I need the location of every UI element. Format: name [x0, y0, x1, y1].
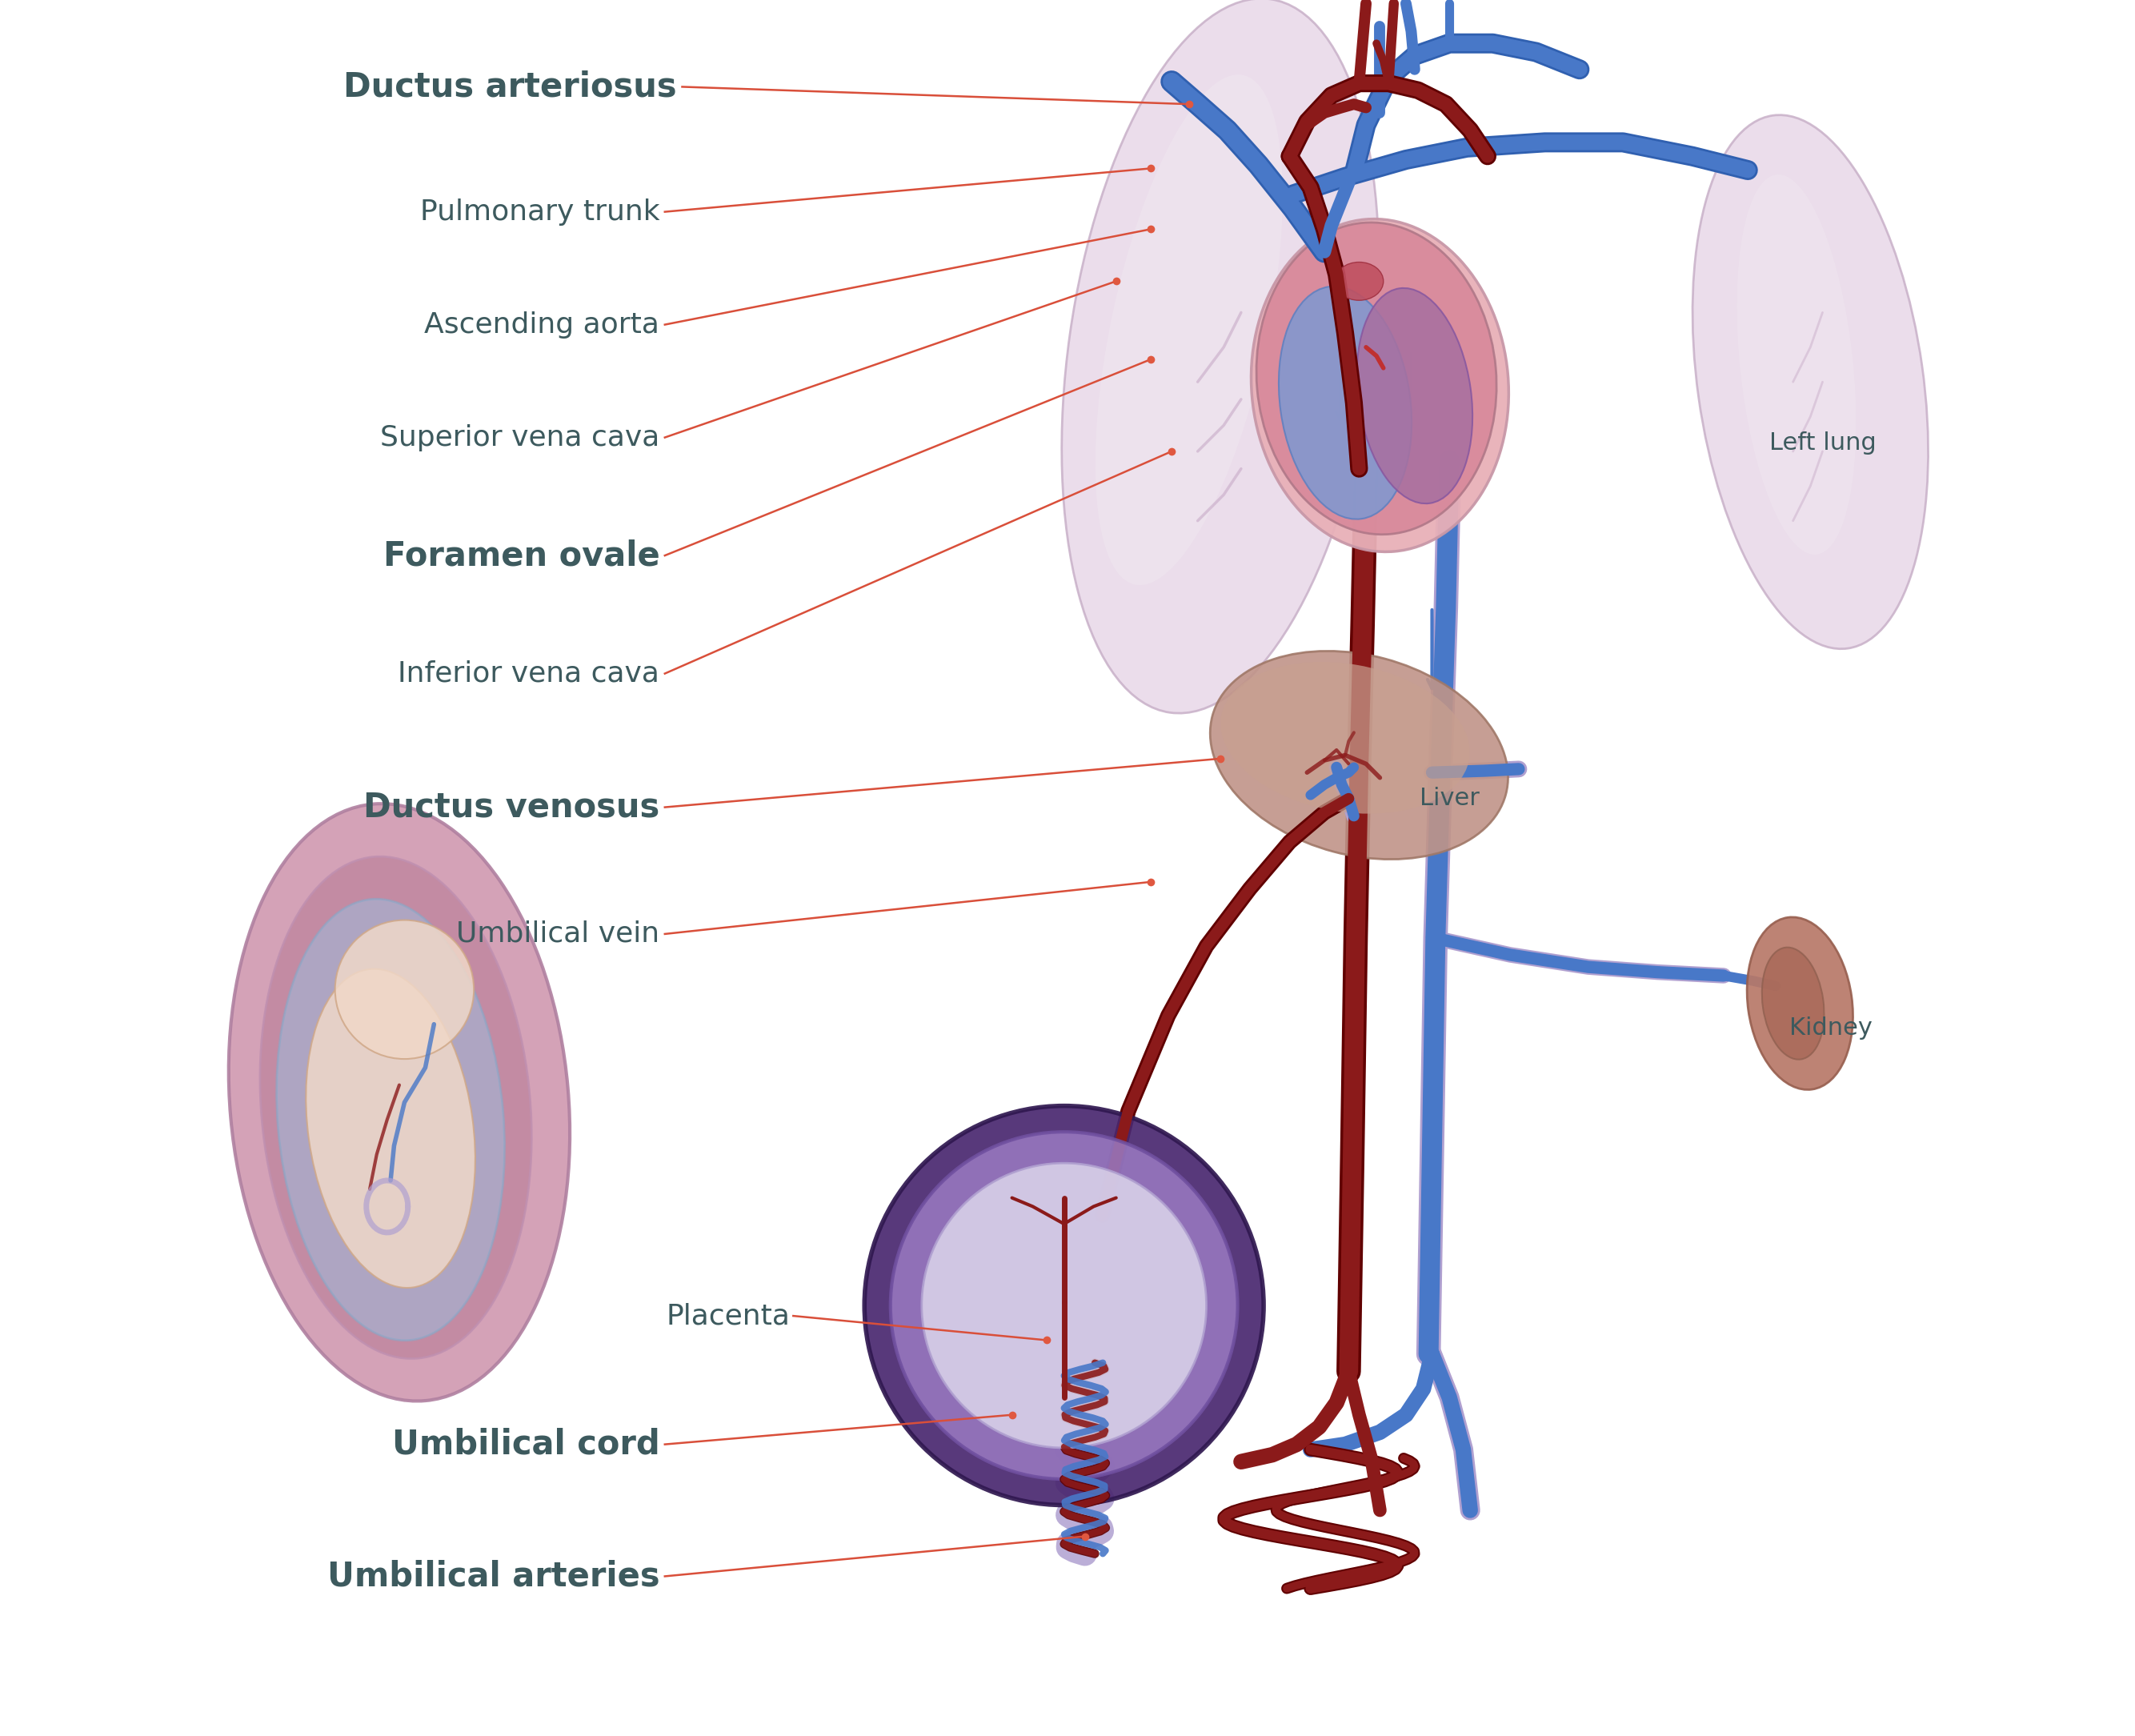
Circle shape	[865, 1106, 1264, 1505]
Ellipse shape	[1746, 917, 1853, 1090]
Ellipse shape	[1693, 115, 1928, 649]
Circle shape	[335, 920, 474, 1059]
Ellipse shape	[1211, 651, 1507, 859]
Text: Pulmonary trunk: Pulmonary trunk	[421, 198, 660, 226]
Ellipse shape	[278, 899, 504, 1340]
Text: Kidney: Kidney	[1789, 1016, 1872, 1040]
Text: Umbilical arteries: Umbilical arteries	[327, 1559, 660, 1594]
Text: Placenta: Placenta	[666, 1302, 790, 1330]
Ellipse shape	[228, 804, 570, 1401]
Text: Umbilical cord: Umbilical cord	[391, 1427, 660, 1462]
Ellipse shape	[1095, 75, 1283, 585]
Ellipse shape	[305, 969, 476, 1288]
Text: Foramen ovale: Foramen ovale	[382, 538, 660, 573]
Text: Superior vena cava: Superior vena cava	[380, 424, 660, 451]
Text: Inferior vena cava: Inferior vena cava	[397, 660, 660, 687]
Text: Left lung: Left lung	[1770, 431, 1877, 455]
Text: Ductus arteriosus: Ductus arteriosus	[344, 69, 677, 104]
Text: Umbilical vein: Umbilical vein	[457, 920, 660, 948]
Ellipse shape	[1255, 222, 1497, 535]
Ellipse shape	[1738, 175, 1855, 554]
Circle shape	[922, 1163, 1206, 1448]
Ellipse shape	[1279, 286, 1411, 519]
Ellipse shape	[1334, 262, 1383, 300]
Ellipse shape	[1356, 288, 1473, 503]
Text: Liver: Liver	[1420, 786, 1480, 811]
Ellipse shape	[1251, 219, 1509, 552]
Text: Ascending aorta: Ascending aorta	[425, 311, 660, 339]
Ellipse shape	[1761, 948, 1823, 1059]
Ellipse shape	[1061, 0, 1379, 713]
Text: Ductus venosus: Ductus venosus	[363, 790, 660, 825]
Ellipse shape	[1221, 661, 1469, 814]
Circle shape	[890, 1132, 1238, 1479]
Ellipse shape	[260, 856, 532, 1359]
